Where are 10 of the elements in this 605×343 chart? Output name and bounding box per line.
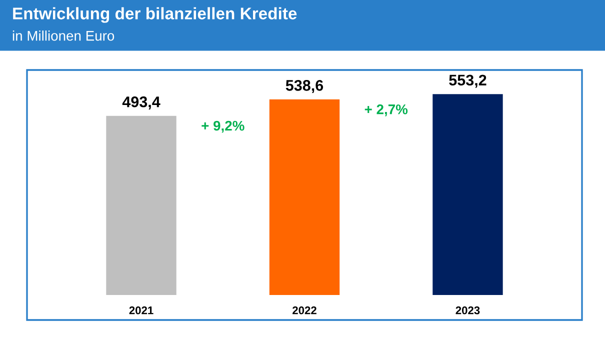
x-tick-label: 2023 [456, 306, 480, 314]
chart-subtitle: in Millionen Euro [12, 30, 114, 41]
x-tick-label: 2022 [292, 306, 316, 314]
x-tick-label: 2021 [129, 306, 154, 314]
annotation: + 2,7% [364, 104, 408, 116]
chart-title: Entwicklung der bilanziellen Kredite [13, 7, 297, 23]
annotation: + 9,2% [202, 120, 244, 133]
data-label: 553,2 [449, 74, 486, 88]
data-label: 493,4 [122, 96, 160, 110]
data-label: 538,6 [286, 80, 324, 94]
